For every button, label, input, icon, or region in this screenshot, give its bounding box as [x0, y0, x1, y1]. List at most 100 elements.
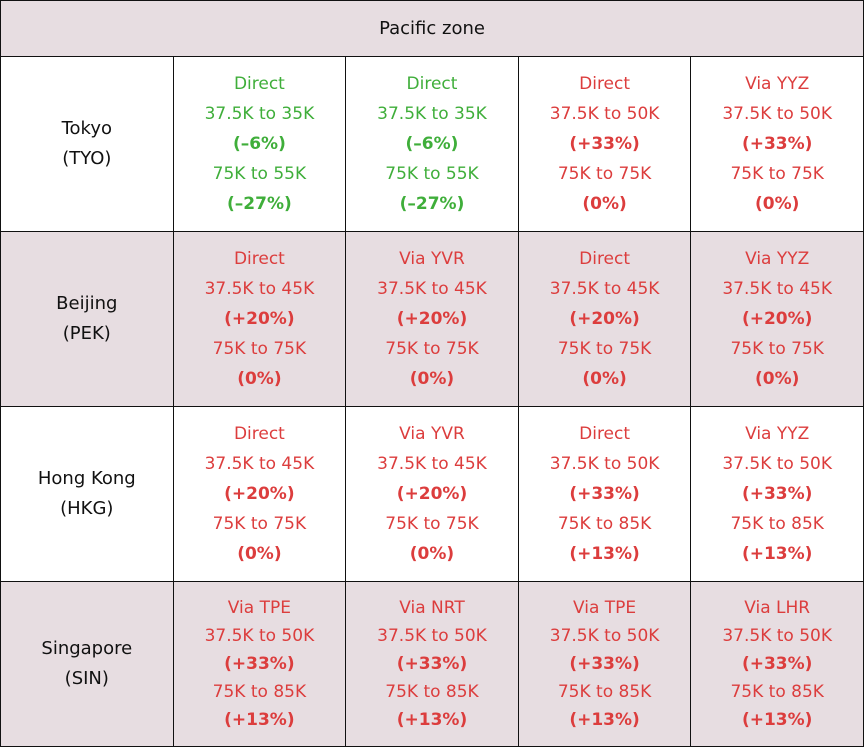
economy-percent: (+33%): [741, 134, 813, 154]
award-cell: Via YVR 37.5K to 45K (+20%) 75K to 75K (0%): [345, 231, 519, 407]
city-code: (TYO): [62, 148, 112, 169]
economy-change: 37.5K to 50K: [722, 626, 833, 646]
route-label: Via YYZ: [745, 249, 810, 269]
economy-change: 37.5K to 50K: [549, 454, 660, 474]
business-percent: (0%): [754, 194, 800, 214]
economy-percent: (+33%): [224, 654, 295, 674]
economy-change: 37.5K to 45K: [722, 279, 833, 299]
business-change: 75K to 85K: [730, 682, 824, 702]
business-change: 75K to 75K: [730, 339, 824, 359]
business-change: 75K to 75K: [385, 339, 479, 359]
zone-header-row: Pacific zone: [0, 0, 864, 57]
economy-change: 37.5K to 50K: [549, 626, 660, 646]
award-cell: Via LHR 37.5K to 50K (+33%) 75K to 85K (+13%…: [690, 581, 864, 747]
business-change: 75K to 85K: [730, 514, 824, 534]
economy-percent: (+20%): [396, 309, 468, 329]
business-change: 75K to 55K: [385, 164, 479, 184]
award-cell: Direct 37.5K to 50K (+33%) 75K to 75K (0%): [517, 56, 692, 232]
city-cell: Tokyo (TYO): [0, 56, 174, 232]
economy-percent: (+33%): [741, 484, 813, 504]
award-cell: Via NRT 37.5K to 50K (+33%) 75K to 85K (+13%…: [345, 581, 519, 747]
economy-percent: (+33%): [741, 654, 813, 674]
award-cell: Via YVR 37.5K to 45K (+20%) 75K to 75K (0%): [345, 406, 519, 582]
economy-percent: (+33%): [569, 654, 640, 674]
city-name: Hong Kong: [37, 468, 136, 489]
economy-percent: (+33%): [396, 654, 468, 674]
route-label: Via TPE: [227, 598, 291, 618]
business-percent: (0%): [582, 194, 627, 214]
route-label: Direct: [579, 74, 631, 94]
award-cell: Direct 37.5K to 35K (–6%) 75K to 55K (–27%): [172, 56, 347, 232]
business-change: 75K to 75K: [557, 164, 652, 184]
city-name: Beijing: [56, 293, 118, 314]
business-percent: (0%): [409, 369, 455, 389]
economy-percent: (+20%): [741, 309, 813, 329]
business-percent: (+13%): [569, 544, 640, 564]
business-percent: (0%): [237, 369, 282, 389]
award-cell: Via TPE 37.5K to 50K (+33%) 75K to 85K (+13%…: [172, 581, 347, 747]
route-label: Direct: [579, 424, 631, 444]
city-code: (PEK): [62, 323, 111, 344]
route-label: Direct: [406, 74, 458, 94]
economy-change: 37.5K to 50K: [204, 626, 315, 646]
economy-change: 37.5K to 45K: [549, 279, 660, 299]
business-percent: (+13%): [741, 544, 813, 564]
award-cell: Direct 37.5K to 50K (+33%) 75K to 85K (+13%): [517, 406, 692, 582]
route-label: Via NRT: [399, 598, 465, 618]
economy-percent: (+33%): [569, 484, 640, 504]
economy-change: 37.5K to 50K: [722, 454, 833, 474]
zone-title: Pacific zone: [0, 0, 864, 57]
route-label: Via YVR: [399, 249, 465, 269]
economy-percent: (–6%): [405, 134, 459, 154]
city-code: (HKG): [60, 498, 114, 519]
city-name: Tokyo: [61, 118, 112, 139]
route-label: Direct: [233, 74, 285, 94]
business-percent: (–27%): [399, 194, 465, 214]
economy-change: 37.5K to 50K: [722, 104, 833, 124]
business-percent: (+13%): [224, 710, 295, 730]
route-label: Direct: [233, 424, 285, 444]
city-cell: Beijing (PEK): [0, 231, 174, 407]
award-cell: Direct 37.5K to 45K (+20%) 75K to 75K (0%): [172, 231, 347, 407]
economy-percent: (–6%): [232, 134, 286, 154]
economy-change: 37.5K to 35K: [204, 104, 315, 124]
economy-change: 37.5K to 45K: [204, 454, 315, 474]
business-percent: (0%): [754, 369, 800, 389]
route-label: Via YYZ: [745, 74, 810, 94]
award-cell: Direct 37.5K to 45K (+20%) 75K to 75K (0%): [517, 231, 692, 407]
business-change: 75K to 75K: [212, 514, 307, 534]
business-change: 75K to 75K: [730, 164, 824, 184]
business-change: 75K to 85K: [212, 682, 307, 702]
economy-change: 37.5K to 35K: [377, 104, 487, 124]
economy-change: 37.5K to 45K: [377, 454, 487, 474]
business-change: 75K to 75K: [212, 339, 307, 359]
award-cell: Direct 37.5K to 45K (+20%) 75K to 75K (0%): [172, 406, 347, 582]
business-percent: (0%): [409, 544, 455, 564]
business-change: 75K to 85K: [557, 682, 652, 702]
route-label: Via YVR: [399, 424, 465, 444]
route-label: Direct: [579, 249, 631, 269]
route-label: Via LHR: [744, 598, 811, 618]
route-label: Direct: [233, 249, 285, 269]
award-cell: Via YYZ 37.5K to 50K (+33%) 75K to 75K (0%): [690, 56, 864, 232]
city-cell: Singapore (SIN): [0, 581, 174, 747]
business-change: 75K to 55K: [212, 164, 307, 184]
economy-change: 37.5K to 50K: [377, 626, 487, 646]
business-percent: (–27%): [227, 194, 292, 214]
award-cell: Direct 37.5K to 35K (–6%) 75K to 55K (–27%): [345, 56, 519, 232]
economy-change: 37.5K to 45K: [204, 279, 315, 299]
economy-change: 37.5K to 50K: [549, 104, 660, 124]
economy-percent: (+20%): [569, 309, 640, 329]
economy-percent: (+20%): [224, 309, 295, 329]
business-percent: (0%): [582, 369, 627, 389]
table-row: Beijing (PEK) Direct 37.5K to 45K (+20%) 75K…: [0, 231, 864, 407]
business-change: 75K to 75K: [385, 514, 479, 534]
economy-percent: (+20%): [224, 484, 295, 504]
business-change: 75K to 85K: [385, 682, 479, 702]
award-cell: Via TPE 37.5K to 50K (+33%) 75K to 85K (+13%…: [517, 581, 692, 747]
route-label: Via YYZ: [745, 424, 810, 444]
table-row: Singapore (SIN) Via TPE 37.5K to 50K (+33%)…: [0, 581, 864, 747]
business-percent: (0%): [237, 544, 282, 564]
business-percent: (+13%): [569, 710, 640, 730]
